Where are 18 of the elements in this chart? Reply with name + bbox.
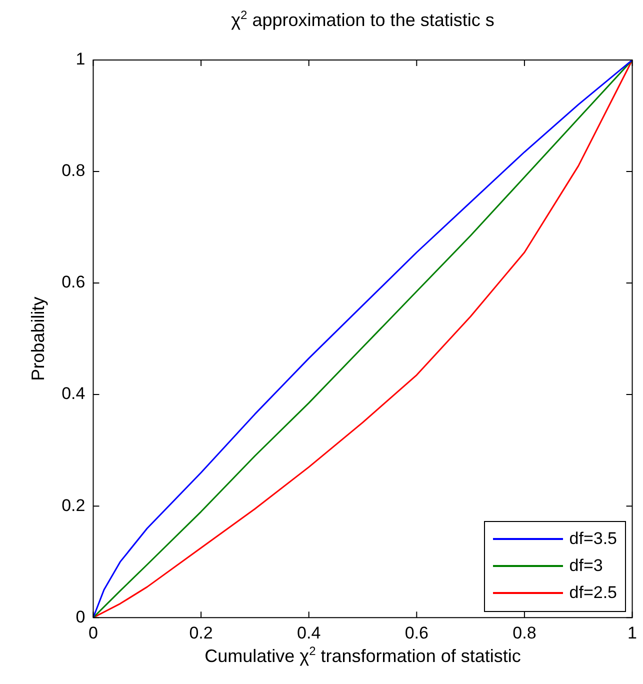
- x-axis-title: Cumulative χ$^{2}$ transformation of statistic: [204, 644, 522, 667]
- x-tick-label: 0.6: [404, 623, 428, 642]
- x-tick-label: 0.2: [189, 623, 213, 642]
- y-tick-label: 0.6: [62, 272, 86, 292]
- x-tick-label: 0.8: [512, 623, 536, 642]
- y-axis-title: Probability: [28, 296, 48, 381]
- legend-label: df=3.5: [569, 529, 618, 550]
- legend-label: df=2.5: [569, 583, 618, 604]
- legend-label: df=3: [569, 556, 603, 576]
- x-tick-label: 0: [88, 623, 98, 642]
- y-tick-label: 0.4: [62, 384, 86, 404]
- y-tick-label: 0.2: [62, 496, 86, 515]
- x-tick-label: 1: [628, 623, 638, 642]
- y-tick-label: 1: [76, 50, 86, 69]
- x-tick-label: 0.4: [297, 623, 321, 642]
- y-tick-label: 0.8: [62, 161, 86, 180]
- chart-title: χ$^{2}$ approximation to the statistic s: [230, 8, 496, 31]
- y-tick-label: 0: [76, 607, 86, 626]
